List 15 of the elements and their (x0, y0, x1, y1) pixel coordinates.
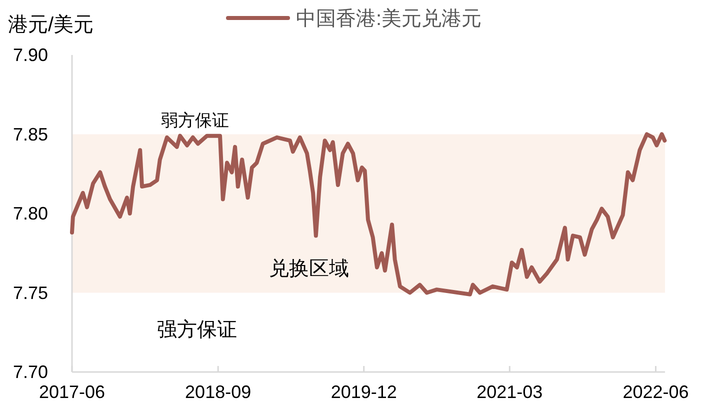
x-tick-label: 2017-06 (38, 382, 106, 402)
x-tick-label: 2019-12 (330, 382, 397, 402)
y-axis-title: 港元/美元 (8, 13, 94, 36)
x-tick-label: 2021-03 (476, 382, 543, 402)
legend-label: 中国香港:美元兑港元 (296, 7, 482, 30)
annotation: 弱方保证 (161, 111, 229, 130)
y-tick-label: 7.75 (12, 282, 48, 303)
annotation: 强方保证 (157, 318, 237, 341)
x-tick-label: 2018-09 (185, 382, 252, 402)
y-tick-label: 7.90 (12, 45, 48, 65)
y-tick-label: 7.85 (12, 124, 48, 144)
x-tick-label: 2022-06 (622, 382, 689, 402)
y-tick-label: 7.80 (12, 204, 48, 224)
y-tick-label: 7.70 (12, 362, 48, 382)
band-label: 兑换区域 (269, 258, 350, 280)
